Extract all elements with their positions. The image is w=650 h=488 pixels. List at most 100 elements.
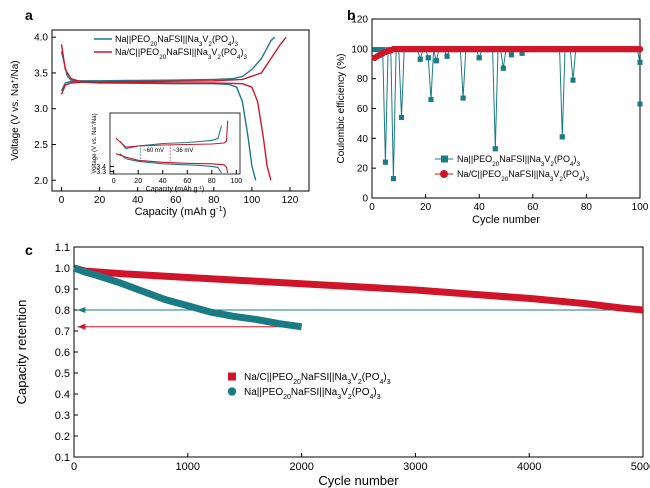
panel-b-y-tick-label: 80 — [357, 74, 369, 85]
panel-b-point-na-dip — [382, 159, 388, 165]
panel-a-line-na-discharge — [60, 51, 257, 181]
panel-b-point-na-dip — [444, 53, 450, 59]
inset-x-tick-label: 40 — [159, 178, 167, 185]
panel-b-y-tick-label: 20 — [357, 164, 369, 175]
panel-c-legend-marker-na — [227, 387, 237, 396]
panel-a-x-tick-label: 20 — [94, 195, 106, 206]
panel-b-point-na-dip — [476, 55, 482, 61]
panel-c-band-na — [72, 264, 303, 331]
panel-c-band-nac — [73, 264, 644, 314]
panel-c-ylabel: Capacity retention — [14, 300, 29, 405]
panel-c-legend-label-nac: Na/C||PEO20NaFSI||Na3V2(PO4)3 — [244, 372, 391, 386]
panel-c-y-tick-label: 0.3 — [55, 410, 70, 422]
panel-b-point-na-dip — [492, 146, 498, 152]
panel-a-ylabel: Voltage (V vs. Na+/Na) — [10, 60, 22, 160]
panel-b-legend-label-na: Na||PEO20NaFSI||Na3V2(PO4)3 — [457, 154, 580, 168]
panel-b-point-na-dip — [460, 95, 466, 101]
inset-line-nac-2 — [115, 120, 229, 148]
panel-b-point-na — [380, 47, 386, 53]
panel-b-point-na-dip — [519, 50, 525, 56]
panel-b-coulombic-efficiency: 0 20 40 60 80 100 0 20 40 60 80 100 120 Cycle number C… — [336, 15, 649, 227]
panel-c-x-tick-label: 1000 — [176, 461, 200, 473]
panel-b-x-tick-label: 20 — [420, 202, 432, 213]
panel-a-legend-label-na: Na||PEO20NaFSI||Na3V2(PO4)3 — [115, 34, 238, 48]
panel-b-point-na-dip — [508, 52, 514, 58]
panel-b-x-tick-label: 60 — [527, 202, 539, 213]
inset-x-tick-label: 0 — [112, 178, 116, 185]
panel-b-legend-marker-na — [441, 155, 448, 163]
panel-a-inset: 0 20 40 60 80 100 3.33.4 Capacity (mAh g-1) Volt… — [90, 112, 242, 194]
panel-c-xlabel: Cycle number — [318, 473, 399, 488]
panel-a-y-tick-label: 4.0 — [34, 33, 48, 44]
panel-c-y-tick-label: 0.5 — [55, 368, 70, 380]
inset-x-tick-label: 60 — [183, 178, 191, 185]
inset-y-tick-label: 3.3 — [96, 169, 106, 176]
panel-c-y-tick-label: 1.1 — [55, 242, 70, 254]
panel-b-frame — [371, 18, 641, 199]
panel-c-reference-arrowhead-nac — [77, 323, 86, 330]
panel-a-x-tick-label: 60 — [170, 195, 182, 206]
panel-a-y-tick-label: 3.0 — [34, 104, 48, 115]
panel-b-point-na-dip — [637, 101, 643, 107]
panel-b-x-tick-label: 100 — [632, 202, 649, 213]
panel-b-legend-label-nac: Na/C||PEO20NaFSI||Na3V2(PO4)3 — [457, 169, 589, 183]
panel-b-y-tick-label: 40 — [357, 134, 369, 145]
inset-x-tick-label: 100 — [230, 178, 242, 185]
inset-annotation-nac: ~36 mV — [173, 148, 194, 154]
panel-a-x-tick-label: 100 — [244, 195, 261, 206]
panel-b-point-na — [374, 47, 380, 53]
panel-b-x-tick-label: 40 — [474, 202, 486, 213]
panel-a-y-tick-label: 2.5 — [34, 140, 48, 151]
inset-x-tick-label: 80 — [208, 178, 216, 185]
panel-c-y-tick-label: 0.7 — [55, 326, 70, 338]
panel-b-point-na-dip — [500, 65, 506, 71]
panel-a-voltage-profile: 0 20 40 60 80 100 120 2.0 2.5 3.0 3.5 4.0 Capacity (… — [10, 29, 310, 219]
panel-c-y-tick-label: 0.4 — [55, 389, 70, 401]
panel-c-y-tick-label: 0.1 — [55, 452, 70, 464]
panel-c-x-tick-label: 3000 — [403, 461, 427, 473]
panel-b-point-na — [377, 47, 383, 53]
panel-b-ylabel: Coulombic efficiency (%) — [336, 54, 347, 164]
panel-c-x-tick-label: 2000 — [289, 461, 313, 473]
panel-b-point-nac — [636, 45, 644, 53]
panel-c-y-tick-label: 0.8 — [55, 305, 70, 317]
panel-b-point-na-dip — [398, 114, 404, 120]
panel-a-legend-label-nac: Na/C||PEO20NaFSI||Na3V2(PO4)3 — [115, 47, 247, 61]
panel-b-y-tick-label: 120 — [351, 15, 368, 26]
inset-line-na-1 — [119, 153, 223, 174]
inset-line-nac-3 — [115, 153, 229, 174]
panel-b-xlabel: Cycle number — [472, 214, 540, 226]
panel-a-line-nac-charge — [60, 36, 287, 95]
panel-b-point-na-dip — [433, 58, 439, 64]
panel-a-line-nac-discharge — [60, 44, 272, 181]
panel-label-c: c — [25, 242, 33, 258]
panel-c-y-tick-label: 0.6 — [55, 347, 70, 359]
panel-b-x-tick-label: 0 — [369, 202, 375, 213]
panel-c-x-tick-label: 0 — [71, 461, 77, 473]
panel-b-point-na — [372, 47, 378, 53]
panel-a-x-tick-label: 40 — [132, 195, 144, 206]
inset-line-na-0 — [119, 125, 223, 150]
inset-y-tick-label: 3.4 — [96, 164, 106, 171]
panel-a-xlabel: Capacity (mAh g-1) — [135, 204, 227, 219]
panel-b-point-na-dip — [428, 97, 434, 103]
panel-c-x-tick-label: 4000 — [517, 461, 541, 473]
panel-b-point-na-dip — [425, 55, 431, 61]
inset-xlabel: Capacity (mAh g-1) — [146, 185, 204, 194]
panel-a-x-tick-label: 0 — [59, 195, 65, 206]
panel-a-y-tick-label: 2.0 — [34, 176, 48, 187]
inset-annotation-na: ~60 mV — [143, 148, 164, 154]
panel-a-x-tick-label: 120 — [282, 195, 299, 206]
inset-ylabel: Voltage (V vs. Na+/Na) — [90, 113, 99, 173]
panel-c-reference-arrowhead-na — [77, 307, 86, 313]
panel-b-y-tick-label: 60 — [357, 104, 369, 115]
panel-a-x-tick-label: 80 — [208, 195, 220, 206]
panel-a-frame — [51, 29, 310, 192]
panel-a-y-tick-label: 3.5 — [34, 68, 48, 79]
panel-b-point-na-dip — [570, 77, 576, 83]
panel-b-point-na-dip — [637, 59, 643, 65]
panel-b-y-tick-label: 100 — [351, 44, 368, 55]
panel-b-point-na-dip — [417, 56, 423, 62]
